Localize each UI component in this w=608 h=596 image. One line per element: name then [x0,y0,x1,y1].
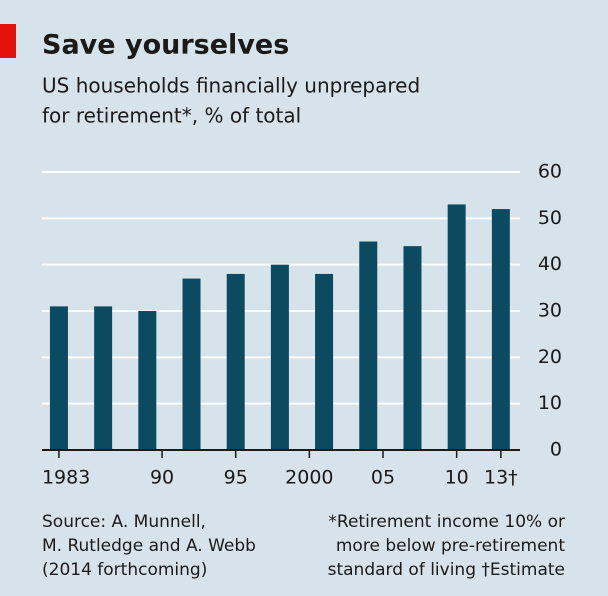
bar [491,209,510,450]
source: (2014 forthcoming) [42,560,207,580]
red-tag [0,24,16,58]
source: Source: A. Munnell, [42,512,206,532]
bar [315,273,334,450]
bar [447,204,466,450]
x-tick-label: 13† [484,467,518,489]
y-tick-label: 20 [538,346,562,368]
chart-title: Save yourselves [42,30,289,61]
footnote: *Retirement income 10% or [328,512,565,532]
bar [138,311,157,450]
source: M. Rutledge and A. Webb [42,536,256,556]
bar [182,278,201,450]
bar [49,306,68,450]
x-tick-label: 05 [371,467,395,489]
y-tick-label: 50 [538,207,562,229]
x-tick-label: 10 [445,467,469,489]
x-tick-label: 95 [224,467,248,489]
subtitle: US households financially unprepared [42,74,420,98]
bar [226,273,245,450]
x-tick-label: 2000 [285,467,333,489]
bar [94,306,113,450]
footnote: standard of living †Estimate [328,560,565,580]
y-tick-label: 60 [538,161,562,183]
y-tick-label: 30 [538,300,562,322]
y-tick-label: 0 [550,439,562,461]
bar [403,246,422,450]
y-tick-label: 40 [538,253,562,275]
bar [359,241,378,450]
x-tick-label: 1983 [42,467,90,489]
bar [270,264,289,450]
subtitle: for retirement*, % of total [42,104,301,128]
footnote: more below pre-retirement [336,536,565,556]
y-tick-label: 10 [538,392,562,414]
x-tick-label: 90 [150,467,174,489]
